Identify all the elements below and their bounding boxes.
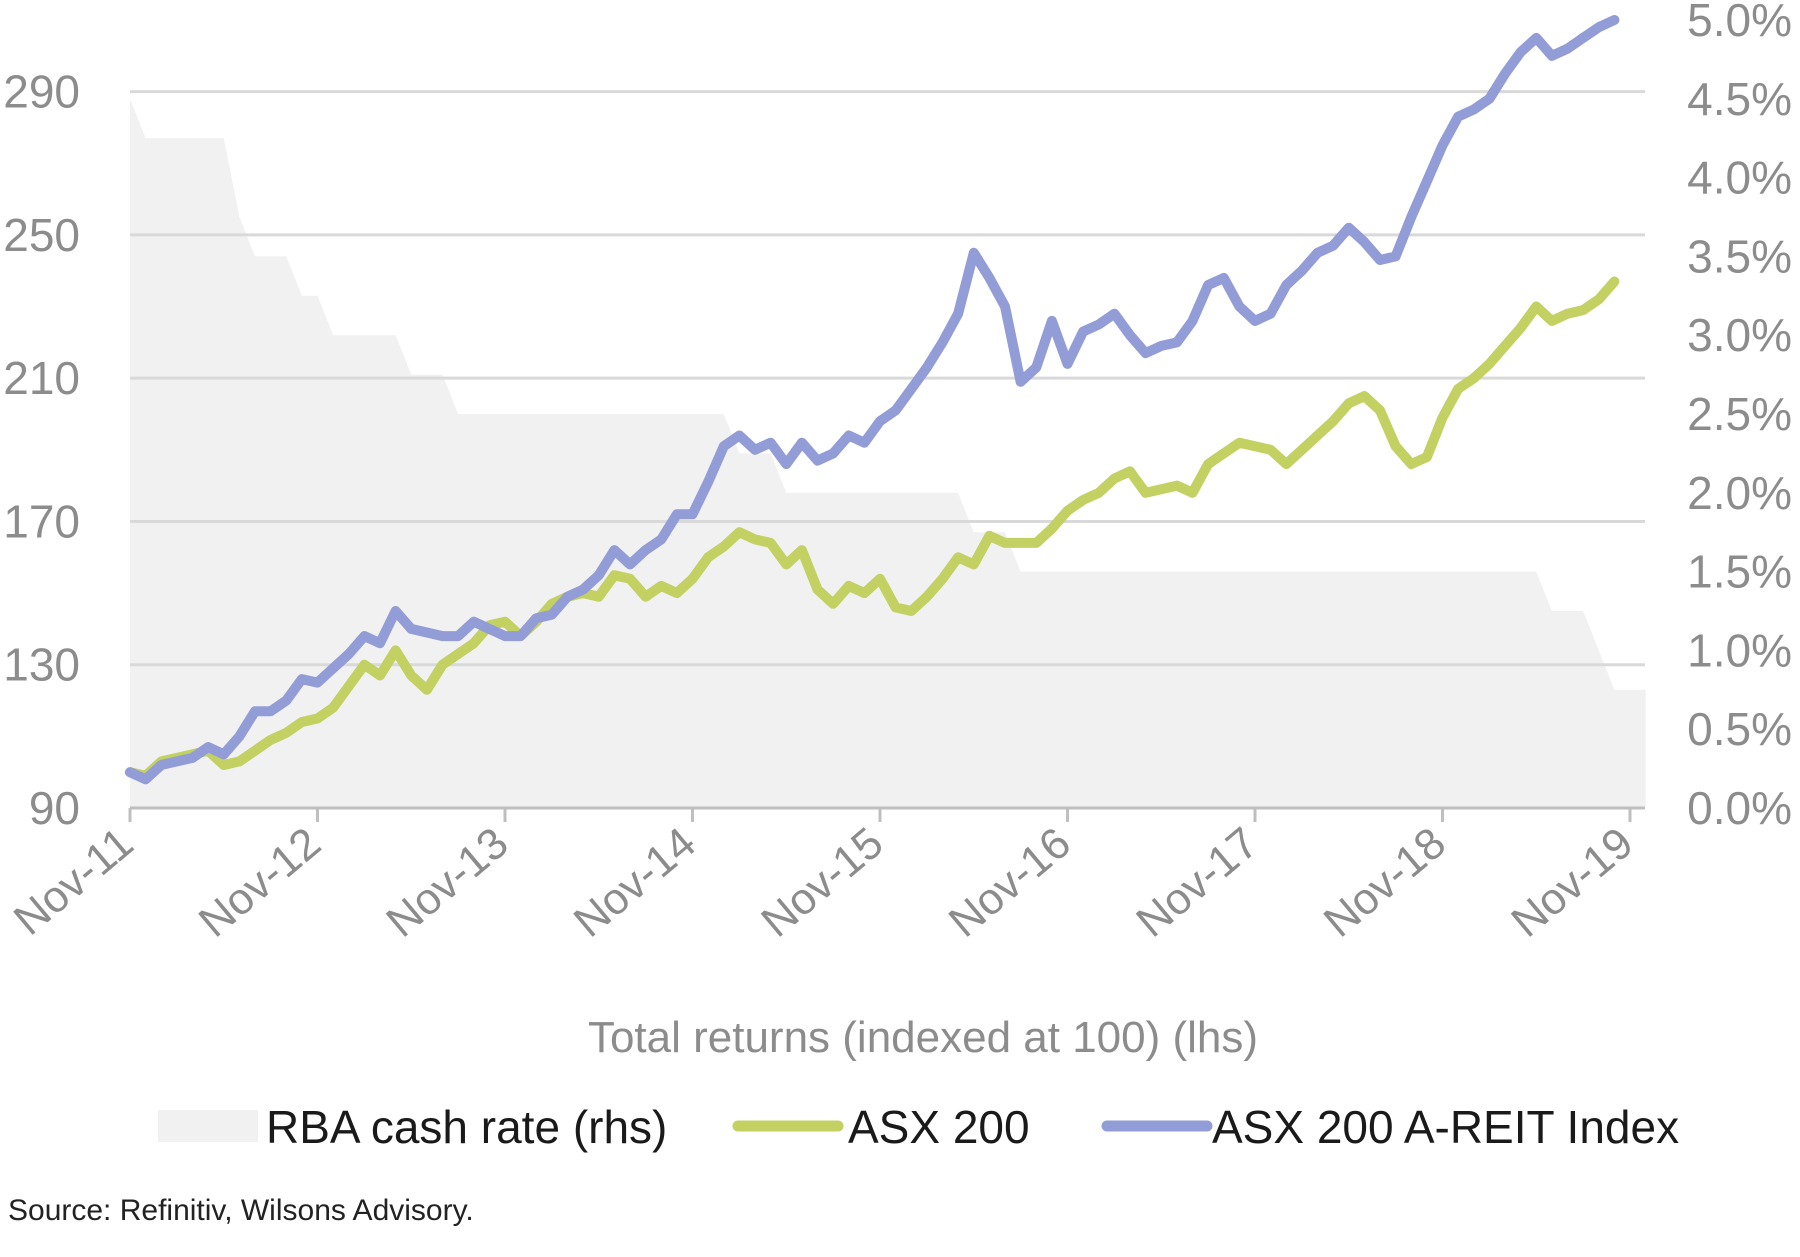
x-tick-label: Nov-19 [1502,818,1642,947]
y-left-tick-label: 250 [3,209,80,261]
y-right-tick-label: 4.0% [1687,152,1792,204]
y-left-tick-label: 210 [3,352,80,404]
y-right-tick-label: 3.0% [1687,309,1792,361]
x-tick-label: Nov-18 [1315,818,1455,947]
legend-label-areit: ASX 200 A-REIT Index [1212,1101,1679,1153]
x-axis-title: Total returns (indexed at 100) (lhs) [588,1013,1258,1062]
y-right-tick-label: 0.0% [1687,782,1792,834]
line-layer [125,15,1620,785]
legend: RBA cash rate (rhs) ASX 200 ASX 200 A-RE… [158,1101,1679,1153]
x-tick-label: Nov-13 [377,818,517,947]
y-right-tick-label: 2.5% [1687,388,1792,440]
y-right-tick-label: 5.0% [1687,0,1792,46]
y-left-tick-label: 90 [29,782,80,834]
y-right-tick-label: 1.0% [1687,624,1792,676]
x-tick-label: Nov-11 [5,818,143,945]
y-left-tick-label: 130 [3,639,80,691]
y-right-tick-label: 2.0% [1687,467,1792,519]
x-tick-label: Nov-15 [752,818,892,947]
source-note: Source: Refinitiv, Wilsons Advisory. [8,1194,474,1227]
y-right-tick-label: 0.5% [1687,703,1792,755]
series-line-areit [125,15,1620,785]
x-axis [128,806,1645,822]
x-tick-label: Nov-14 [565,818,705,947]
y-right-tick-label: 3.5% [1687,230,1792,282]
x-tick-label: Nov-17 [1127,818,1267,947]
legend-label-asx200: ASX 200 [848,1101,1030,1153]
y-right-tick-label: 1.5% [1687,546,1792,598]
y-right-tick-label: 4.5% [1687,73,1792,125]
y-left-tick-label: 290 [3,66,80,118]
legend-swatch-cash-rate [158,1110,258,1142]
legend-label-cash-rate: RBA cash rate (rhs) [266,1101,667,1153]
series-line-asx200 [125,276,1620,781]
x-tick-label: Nov-12 [190,818,330,947]
y-left-tick-label: 170 [3,495,80,547]
x-tick-label: Nov-16 [940,818,1080,947]
